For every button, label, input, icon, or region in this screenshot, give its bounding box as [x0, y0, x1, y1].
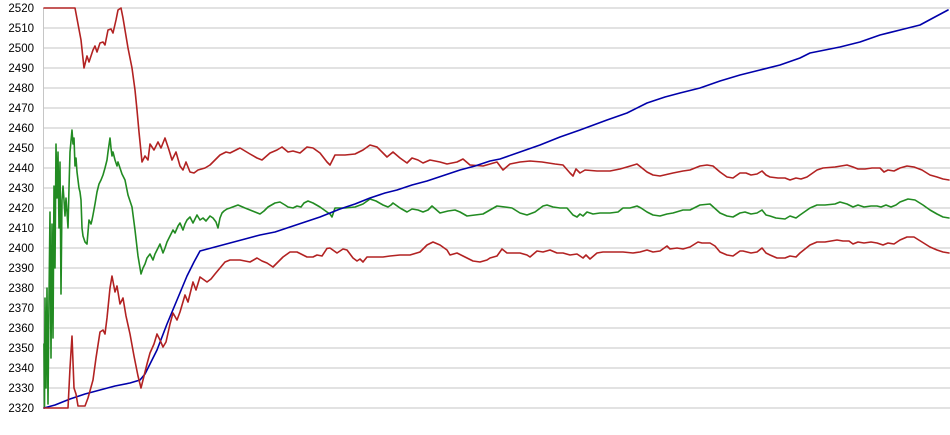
- y-axis-tick-label: 2480: [8, 83, 34, 95]
- gridlines: [43, 7, 950, 409]
- y-axis-tick-label: 2430: [8, 183, 34, 195]
- series-line-blue-rising: [43, 9, 949, 409]
- y-axis-tick-label: 2500: [8, 43, 34, 55]
- y-axis-tick-label: 2350: [8, 343, 34, 355]
- y-axis-tick-label: 2450: [8, 143, 34, 155]
- y-axis-tick-label: 2440: [8, 163, 34, 175]
- chart-series: [43, 7, 950, 409]
- y-axis-tick-label: 2490: [8, 63, 34, 75]
- series-line-green-middle: [43, 129, 950, 409]
- y-axis: 2520 2510 2500 2490 2480 2470 2460 2450 2440 2430…: [8, 3, 44, 415]
- series-line-red-upper: [43, 7, 950, 181]
- y-axis-tick-label: 2330: [8, 383, 34, 395]
- y-axis-tick-label: 2510: [8, 23, 34, 35]
- series-line-red-lower: [43, 236, 950, 409]
- y-axis-tick-label: 2390: [8, 263, 34, 275]
- y-axis-tick-label: 2460: [8, 123, 34, 135]
- y-axis-tick-label: 2410: [8, 223, 34, 235]
- y-axis-tick-label: 2380: [8, 283, 34, 295]
- y-axis-tick-label: 2400: [8, 243, 34, 255]
- y-axis-tick-label: 2360: [8, 323, 34, 335]
- y-axis-tick-label: 2520: [8, 3, 34, 15]
- y-axis-tick-label: 2420: [8, 203, 34, 215]
- y-axis-tick-label: 2370: [8, 303, 34, 315]
- y-axis-tick-label: 2340: [8, 363, 34, 375]
- y-axis-tick-label: 2320: [8, 403, 34, 415]
- y-axis-tick-label: 2470: [8, 103, 34, 115]
